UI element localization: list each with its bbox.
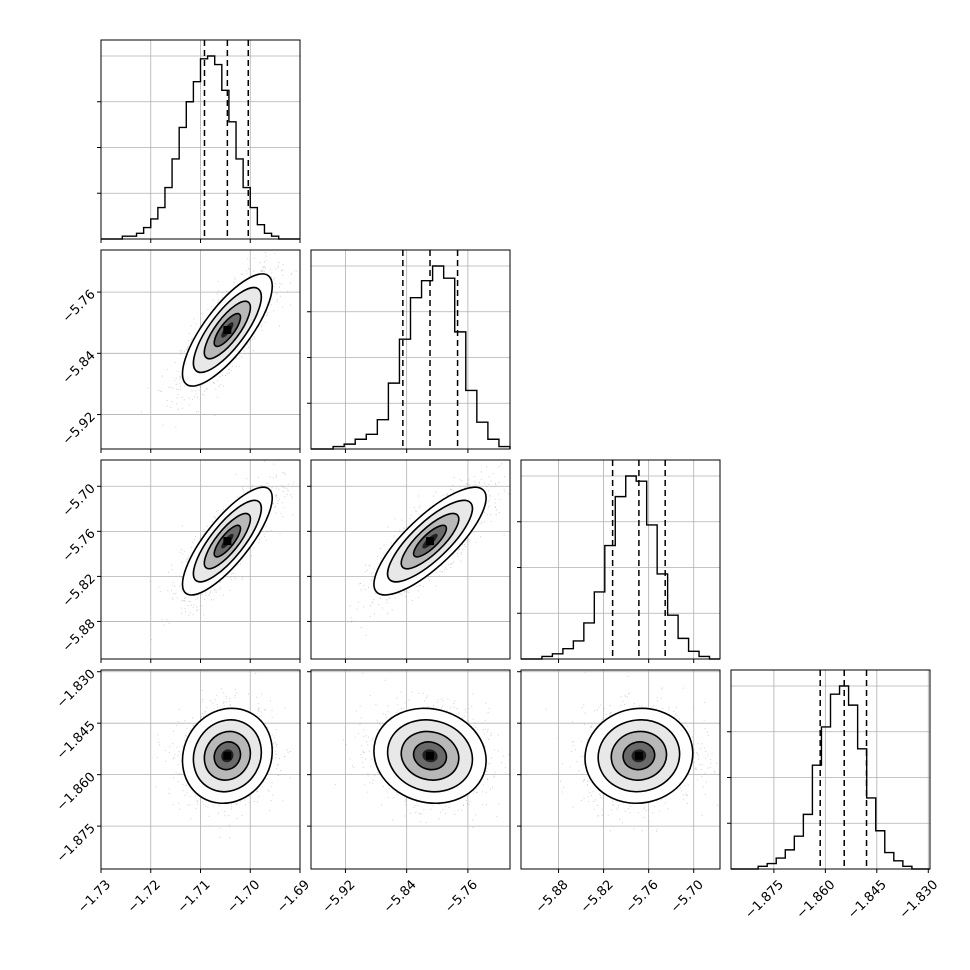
y-tick-label-2-1: −5.76 [60, 526, 99, 565]
x-tick-label-3-1: −1.860 [794, 877, 839, 922]
panel-content [101, 250, 300, 449]
contour-line [181, 707, 274, 805]
contour-line [386, 499, 474, 583]
y-tick-label-1-1: −5.84 [60, 348, 99, 387]
scatter-panel-3-1 [307, 669, 511, 873]
density-peak [223, 537, 232, 546]
density-peak [426, 537, 435, 546]
density-peak [634, 751, 643, 760]
panel-frame [310, 669, 511, 870]
x-tick-label-0-4: −1.69 [274, 877, 313, 916]
contour-line [373, 486, 487, 596]
x-tick-label-2-3: −5.70 [668, 877, 707, 916]
panel-content [311, 670, 510, 869]
contour-line [412, 524, 448, 558]
scatter-panel-3-0 [97, 669, 301, 873]
panel-frame [310, 249, 511, 450]
histogram-step-line [521, 475, 720, 660]
panel-content [311, 460, 510, 659]
x-tick-label-3-3: −1.830 [897, 877, 942, 922]
density-peak [426, 751, 435, 760]
histogram-panel-3 [727, 669, 931, 870]
y-tick-label-3-2: −1.860 [54, 770, 99, 815]
panel-frame [310, 459, 511, 660]
histogram-panel-1 [307, 249, 511, 450]
contour-line [203, 512, 252, 570]
histogram-step-line [731, 685, 930, 870]
contour-line [610, 730, 668, 781]
x-tick-label-0-1: −1.72 [125, 877, 164, 916]
y-tick-label-1-2: −5.92 [60, 410, 99, 449]
panel-content [101, 460, 300, 659]
contour-line [181, 486, 274, 596]
histogram-step-line [101, 55, 300, 240]
density-peak [223, 325, 232, 334]
contour-line [213, 524, 242, 558]
scatter-panel-1-0 [97, 249, 301, 453]
contour-line [597, 719, 681, 793]
panel-content [521, 670, 720, 869]
scatter-panel-3-2 [517, 669, 721, 873]
x-tick-label-3-0: −1.875 [742, 877, 787, 922]
x-tick-label-2-2: −5.76 [623, 877, 662, 916]
contour-line [386, 719, 474, 793]
contour-line [192, 719, 263, 793]
x-tick-label-0-2: −1.71 [175, 877, 214, 916]
contour-line [203, 300, 252, 360]
y-tick-label-2-3: −5.88 [60, 617, 99, 656]
panel-frame [520, 669, 721, 870]
scatter-panel-2-1 [307, 459, 511, 663]
density-peak [223, 751, 232, 760]
x-tick-label-0-3: −1.70 [225, 877, 264, 916]
panel-frame [520, 459, 721, 660]
histogram-panel-2 [517, 459, 721, 660]
y-tick-label-2-0: −5.70 [60, 481, 99, 520]
x-tick-label-2-1: −5.82 [578, 877, 617, 916]
histogram-panel-0 [97, 39, 301, 240]
contour-line [203, 730, 252, 781]
contour-line [400, 512, 460, 570]
contour-line [192, 499, 263, 583]
contour-line [181, 273, 274, 387]
y-tick-label-3-1: −1.845 [54, 718, 99, 763]
x-tick-label-1-1: −5.84 [381, 877, 420, 916]
y-tick-label-1-0: −5.76 [60, 287, 99, 326]
contour-line [400, 730, 460, 781]
x-tick-label-1-0: −5.92 [320, 877, 359, 916]
x-tick-label-3-2: −1.845 [845, 877, 890, 922]
contour-line [584, 707, 694, 805]
contour-line [213, 312, 242, 348]
contour-line [622, 741, 656, 771]
scatter-panel-2-0 [97, 459, 301, 663]
histogram-step-line [311, 265, 511, 450]
panel-content [101, 670, 300, 869]
x-tick-label-1-2: −5.76 [442, 877, 481, 916]
contour-line [373, 707, 487, 805]
y-tick-label-3-3: −1.875 [54, 821, 99, 866]
x-tick-label-2-0: −5.88 [533, 877, 572, 916]
y-tick-label-3-0: −1.830 [54, 667, 99, 712]
contour-line [412, 741, 448, 771]
y-tick-label-2-2: −5.82 [60, 571, 99, 610]
x-tick-label-0-0: −1.73 [75, 877, 114, 916]
contour-line [192, 286, 263, 374]
contour-line [213, 741, 242, 771]
panel-frame [730, 669, 931, 870]
